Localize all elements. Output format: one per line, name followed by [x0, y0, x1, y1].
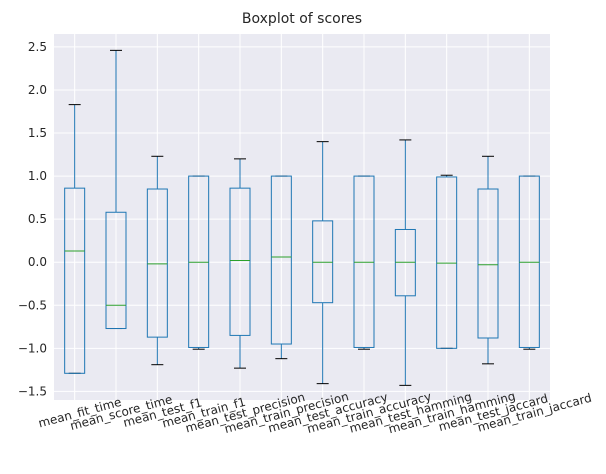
box-body — [146, 188, 168, 338]
y-tick-label: −1.5 — [18, 384, 47, 398]
box-mean-train-hamming — [436, 174, 458, 349]
y-axis-ticks: −1.5 −1.0 −0.5 0.0 0.5 1.0 1.5 2.0 2.5 — [18, 40, 47, 398]
y-tick-label: 1.5 — [28, 126, 47, 140]
y-tick-label: 0.5 — [28, 212, 47, 226]
box-mean-test-hamming — [394, 139, 416, 386]
y-tick-label: −1.0 — [18, 341, 47, 355]
box-body — [105, 211, 127, 330]
box-mean-test-jaccard — [477, 155, 499, 365]
box-body — [477, 188, 499, 339]
boxes-layer — [64, 49, 540, 386]
box-body — [270, 175, 292, 345]
y-tick-label: −0.5 — [18, 298, 47, 312]
plot-area — [54, 34, 550, 400]
y-tick-label: 0.0 — [28, 255, 47, 269]
chart-title: Boxplot of scores — [242, 11, 362, 27]
box-body — [229, 187, 251, 336]
box-mean-test-f1 — [146, 155, 168, 366]
box-body — [64, 187, 86, 374]
y-tick-label: 1.0 — [28, 169, 47, 183]
y-tick-label: 2.0 — [28, 83, 47, 97]
box-mean-train-f1 — [188, 175, 210, 350]
box-mean-train-accuracy — [353, 175, 375, 350]
box-mean-test-precision — [229, 158, 251, 369]
box-mean-train-precision — [270, 175, 292, 360]
box-mean-test-accuracy — [312, 141, 334, 385]
box-mean-fit-time — [64, 104, 86, 374]
box-mean-score-time — [105, 49, 127, 330]
y-tick-label: 2.5 — [28, 40, 47, 54]
box-mean-train-jaccard — [518, 175, 540, 350]
